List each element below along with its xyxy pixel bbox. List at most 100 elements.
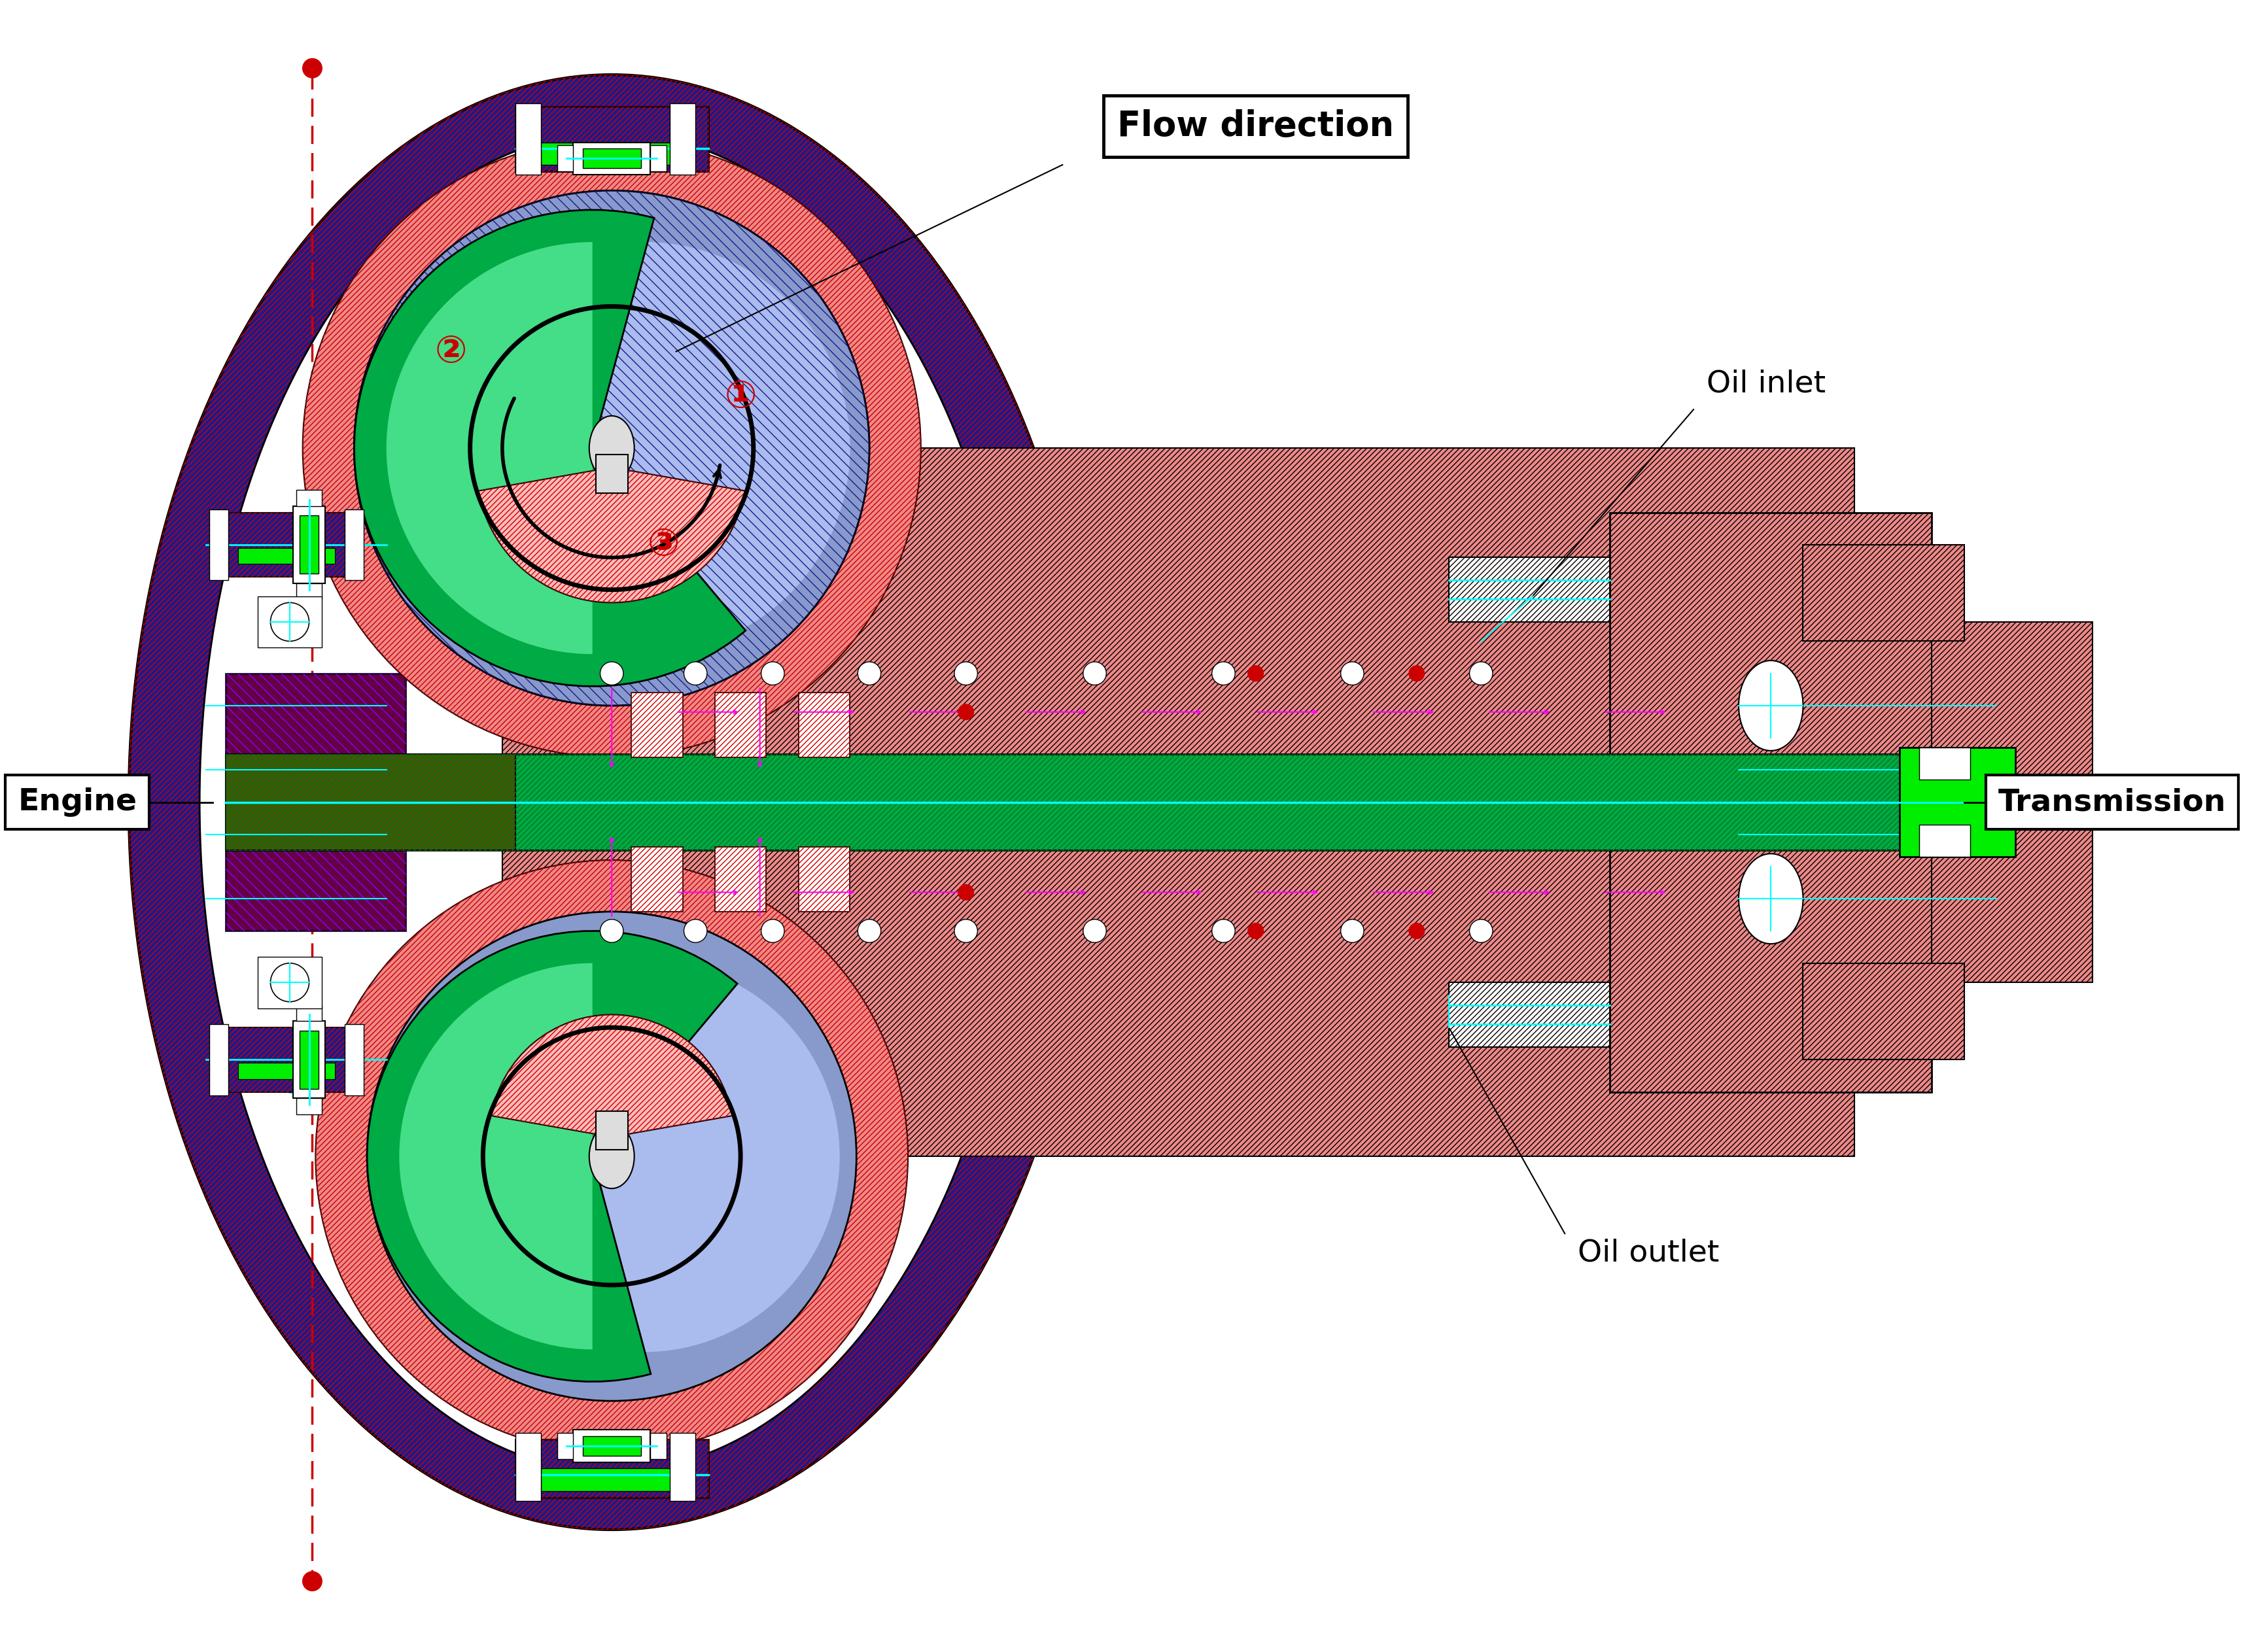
Bar [1900, 747, 2015, 857]
Circle shape [1212, 662, 1235, 686]
Circle shape [271, 963, 309, 1001]
Bar [226, 1028, 354, 1092]
Bar [558, 145, 574, 172]
Bar [632, 847, 684, 912]
Bar [515, 1439, 708, 1497]
Bar [226, 753, 515, 851]
Circle shape [601, 662, 623, 686]
Bar [715, 692, 766, 757]
Circle shape [1212, 920, 1235, 943]
Text: ③: ③ [648, 525, 679, 563]
Bar [238, 1062, 334, 1079]
Circle shape [437, 243, 849, 654]
Bar [208, 1024, 229, 1095]
Circle shape [955, 920, 977, 943]
Bar [515, 1434, 540, 1500]
Ellipse shape [316, 861, 908, 1452]
Bar [1932, 621, 2093, 983]
Circle shape [1470, 662, 1493, 686]
Bar [296, 1004, 323, 1021]
Bar [1609, 512, 1932, 1092]
Bar [258, 957, 323, 1008]
Text: ②: ② [435, 332, 466, 370]
Circle shape [684, 662, 708, 686]
Text: Oil outlet: Oil outlet [1578, 1237, 1719, 1267]
Bar [294, 1021, 325, 1099]
Bar [502, 803, 1856, 1156]
Circle shape [1082, 920, 1107, 943]
Text: ①: ① [724, 378, 757, 415]
Bar [226, 753, 1932, 851]
Bar [1450, 983, 1609, 1047]
Circle shape [1410, 923, 1425, 938]
Ellipse shape [1739, 854, 1804, 943]
Circle shape [959, 884, 973, 900]
Circle shape [271, 603, 309, 641]
Bar [226, 674, 406, 932]
Bar [226, 753, 1932, 851]
Bar [294, 506, 325, 583]
Bar [650, 145, 666, 172]
Circle shape [368, 912, 856, 1401]
Bar [558, 1434, 574, 1459]
Bar [226, 512, 354, 577]
Bar [632, 692, 684, 757]
Bar [540, 142, 684, 165]
Bar [632, 692, 684, 757]
Wedge shape [491, 1014, 733, 1137]
Circle shape [601, 920, 623, 943]
Circle shape [1082, 662, 1107, 686]
Bar [258, 596, 323, 648]
Bar [650, 1434, 666, 1459]
Bar [596, 1112, 627, 1150]
Bar [583, 1436, 641, 1455]
Ellipse shape [199, 132, 1024, 1472]
Circle shape [354, 190, 870, 705]
Wedge shape [385, 243, 592, 654]
Circle shape [303, 1571, 323, 1591]
Bar [798, 692, 849, 757]
Bar [1918, 747, 1970, 780]
Bar [226, 1028, 354, 1092]
Bar [1918, 824, 1970, 857]
Bar [596, 454, 627, 494]
Bar [632, 847, 684, 912]
Circle shape [437, 243, 849, 654]
Ellipse shape [303, 139, 921, 757]
Bar [345, 1024, 363, 1095]
Bar [583, 149, 641, 169]
Bar [345, 509, 363, 580]
Text: Engine: Engine [18, 788, 137, 816]
Bar [226, 674, 406, 932]
Bar [515, 107, 708, 172]
Circle shape [762, 920, 784, 943]
Circle shape [684, 920, 708, 943]
Text: Oil inlet: Oil inlet [1705, 368, 1826, 398]
Ellipse shape [128, 74, 1094, 1530]
Bar [1804, 545, 1963, 641]
Text: Flow direction: Flow direction [1118, 109, 1394, 144]
Wedge shape [399, 963, 592, 1350]
Circle shape [354, 190, 870, 705]
Bar [296, 1099, 323, 1115]
Circle shape [858, 662, 881, 686]
Circle shape [955, 662, 977, 686]
Bar [208, 509, 229, 580]
Wedge shape [368, 932, 737, 1381]
Circle shape [303, 58, 323, 78]
Bar [574, 1431, 650, 1462]
Bar [715, 692, 766, 757]
Bar [798, 692, 849, 757]
Bar [540, 1469, 684, 1492]
Bar [515, 104, 540, 175]
Ellipse shape [589, 1123, 634, 1188]
Bar [300, 515, 318, 573]
Bar [670, 104, 695, 175]
Wedge shape [480, 468, 744, 603]
Bar [798, 847, 849, 912]
Circle shape [1248, 666, 1264, 681]
Circle shape [1470, 920, 1493, 943]
Circle shape [1410, 666, 1425, 681]
Bar [226, 512, 354, 577]
Bar [715, 847, 766, 912]
